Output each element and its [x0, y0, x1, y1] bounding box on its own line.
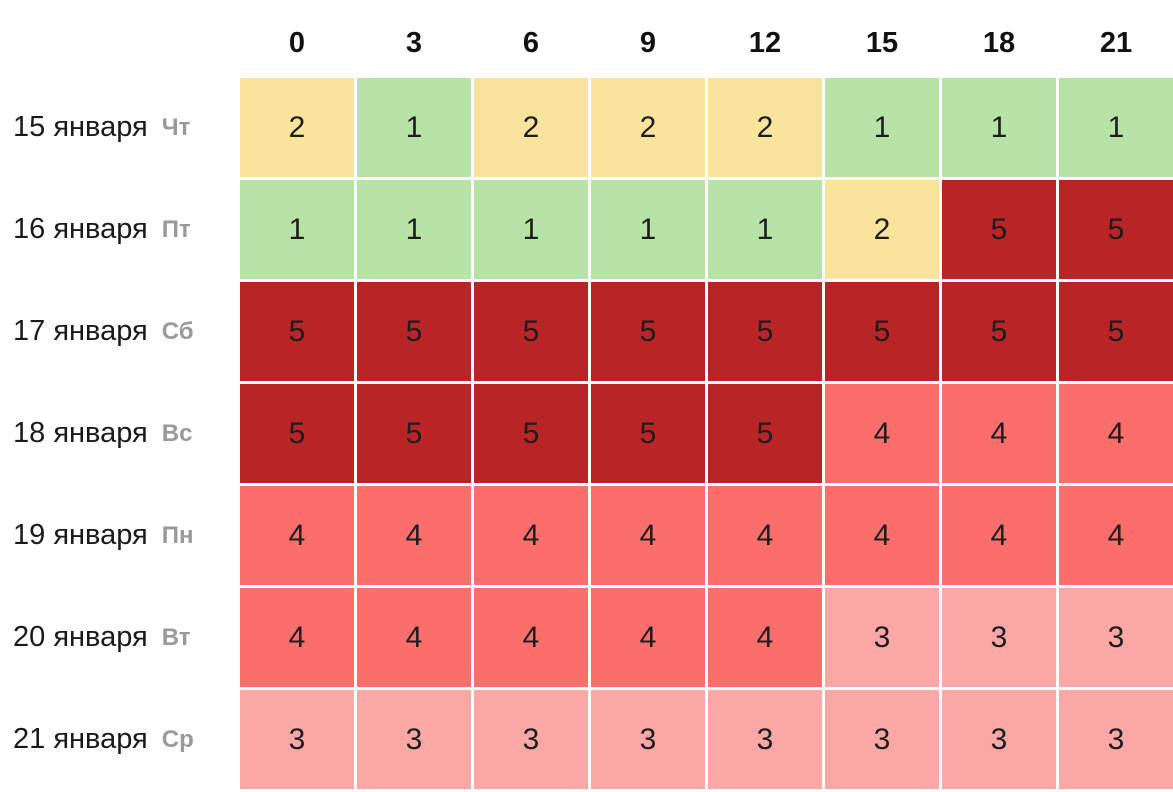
heatmap-cell: 5 [591, 282, 705, 381]
heatmap-cell: 4 [942, 486, 1056, 585]
heatmap-cell: 1 [942, 78, 1056, 177]
row-date-label: 20 января Вт [0, 588, 237, 687]
date-text: 21 января [13, 723, 148, 755]
date-text: 16 января [13, 213, 148, 245]
heatmap-cell: 4 [474, 486, 588, 585]
heatmap-cell: 4 [942, 384, 1056, 483]
heatmap-cell: 4 [357, 486, 471, 585]
weekday-text: Вс [161, 419, 193, 447]
heatmap-cell: 5 [942, 180, 1056, 279]
heatmap-cell: 2 [591, 78, 705, 177]
hour-column-header: 9 [591, 0, 705, 75]
heatmap-cell: 4 [474, 588, 588, 687]
row-date-label: 15 января Чт [0, 78, 237, 177]
date-text: 19 января [13, 519, 148, 551]
heatmap-cell: 4 [1059, 486, 1173, 585]
heatmap-cell: 4 [825, 486, 939, 585]
heatmap-cell: 2 [240, 78, 354, 177]
heatmap-cell: 5 [474, 384, 588, 483]
heatmap-cell: 5 [474, 282, 588, 381]
heatmap-cell: 3 [1059, 690, 1173, 789]
heatmap-cell: 1 [708, 180, 822, 279]
date-text: 18 января [13, 417, 148, 449]
heatmap-cell: 1 [1059, 78, 1173, 177]
hour-column-header: 15 [825, 0, 939, 75]
heatmap-cell: 5 [240, 384, 354, 483]
heatmap-cell: 4 [240, 486, 354, 585]
heatmap-cell: 1 [357, 180, 471, 279]
heatmap-cell: 3 [1059, 588, 1173, 687]
heatmap-cell: 5 [1059, 282, 1173, 381]
hour-column-header: 21 [1059, 0, 1173, 75]
heatmap-cell: 5 [357, 384, 471, 483]
heatmap-cell: 4 [240, 588, 354, 687]
heatmap-cell: 3 [474, 690, 588, 789]
row-date-label: 16 января Пт [0, 180, 237, 279]
heatmap-cell: 3 [591, 690, 705, 789]
heatmap-cell: 2 [708, 78, 822, 177]
weekday-text: Пт [161, 215, 191, 243]
heatmap-cell: 1 [825, 78, 939, 177]
heatmap-cell: 3 [942, 588, 1056, 687]
heatmap-cell: 1 [357, 78, 471, 177]
weekday-text: Сб [161, 317, 194, 345]
weekday-text: Чт [161, 113, 191, 141]
row-date-label: 19 января Пн [0, 486, 237, 585]
heatmap-cell: 5 [1059, 180, 1173, 279]
hour-column-header: 0 [240, 0, 354, 75]
heatmap-cell: 4 [357, 588, 471, 687]
weekday-text: Пн [161, 521, 194, 549]
hour-column-header: 3 [357, 0, 471, 75]
hour-column-header: 18 [942, 0, 1056, 75]
heatmap-cell: 5 [357, 282, 471, 381]
heatmap-cell: 2 [474, 78, 588, 177]
heatmap-cell: 4 [1059, 384, 1173, 483]
row-date-label: 17 января Сб [0, 282, 237, 381]
row-date-label: 21 января Ср [0, 690, 237, 789]
heatmap-cell: 4 [591, 588, 705, 687]
heatmap-cell: 4 [591, 486, 705, 585]
heatmap-cell: 3 [708, 690, 822, 789]
weekday-text: Вт [161, 623, 191, 651]
heatmap-cell: 1 [240, 180, 354, 279]
heatmap-cell: 3 [240, 690, 354, 789]
date-text: 17 января [13, 315, 148, 347]
heatmap-cell: 3 [357, 690, 471, 789]
row-date-label: 18 января Вс [0, 384, 237, 483]
heatmap-cell: 5 [942, 282, 1056, 381]
heatmap-cell: 3 [825, 690, 939, 789]
heatmap-cell: 5 [591, 384, 705, 483]
date-text: 20 января [13, 621, 148, 653]
hour-column-header: 6 [474, 0, 588, 75]
heatmap-cell: 4 [825, 384, 939, 483]
hour-column-header: 12 [708, 0, 822, 75]
heatmap-cell: 5 [240, 282, 354, 381]
heatmap-cell: 5 [825, 282, 939, 381]
heatmap-cell: 4 [708, 588, 822, 687]
heatmap-cell: 1 [591, 180, 705, 279]
heatmap-cell: 5 [708, 282, 822, 381]
heatmap-cell: 5 [708, 384, 822, 483]
date-text: 15 января [13, 111, 148, 143]
grid-corner-spacer [0, 0, 237, 75]
heatmap-cell: 2 [825, 180, 939, 279]
heatmap-cell: 1 [474, 180, 588, 279]
heatmap-cell: 3 [825, 588, 939, 687]
weekday-text: Ср [161, 725, 194, 753]
heatmap-cell: 4 [708, 486, 822, 585]
heatmap-cell: 3 [942, 690, 1056, 789]
